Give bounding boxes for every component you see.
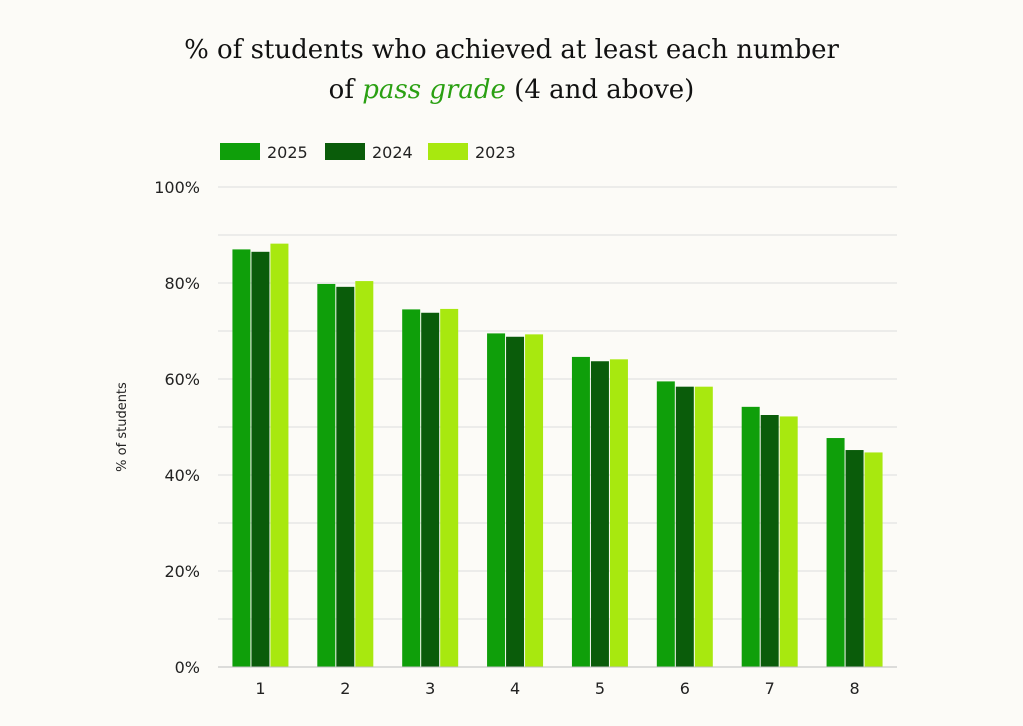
x-tick-label: 3 (425, 679, 435, 698)
bar-2025-1 (232, 249, 251, 667)
bar-2023-6 (694, 386, 713, 667)
bar-2024-7 (760, 415, 779, 667)
bar-2025-7 (741, 406, 760, 667)
x-tick-label: 5 (595, 679, 605, 698)
title-suffix: (4 and above) (505, 75, 695, 105)
x-tick-label: 1 (255, 679, 265, 698)
bar-2025-5 (571, 356, 590, 667)
y-tick-label: 0% (175, 658, 200, 677)
y-tick-label: 60% (164, 370, 200, 389)
bar-2025-4 (487, 333, 506, 667)
bar-2024-6 (675, 386, 694, 667)
legend-label-2024: 2024 (372, 143, 413, 162)
legend-label-2025: 2025 (267, 143, 308, 162)
bar-2024-1 (251, 251, 270, 668)
x-tick-label: 6 (680, 679, 690, 698)
bar-2025-3 (402, 309, 421, 667)
title-prefix: of (328, 75, 363, 105)
y-axis-title: % of students (115, 382, 130, 472)
legend-label-2023: 2023 (475, 143, 516, 162)
y-tick-label: 80% (164, 274, 200, 293)
bar-2024-5 (590, 361, 609, 667)
x-tick-label: 8 (849, 679, 859, 698)
x-tick-label: 4 (510, 679, 520, 698)
bar-2024-8 (845, 450, 864, 667)
bar-2024-4 (506, 336, 525, 667)
chart-title-line1: % of students who achieved at least each… (184, 35, 839, 65)
bar-2023-7 (779, 416, 798, 667)
legend-swatch-2024 (325, 143, 365, 160)
bar-2023-4 (525, 334, 544, 667)
bar-2023-5 (609, 359, 628, 667)
bar-2023-1 (270, 243, 289, 667)
bar-2025-8 (826, 438, 845, 667)
bar-2025-6 (656, 381, 675, 667)
chart-title-line2: of pass grade (4 and above) (0, 77, 1023, 103)
legend-swatch-2023 (428, 143, 468, 160)
x-tick-label: 2 (340, 679, 350, 698)
bar-2024-3 (421, 312, 440, 667)
y-tick-label: 40% (164, 466, 200, 485)
legend: 2025 2024 2023 (220, 143, 516, 162)
axes: 0% 20% 40% 60% 80% 100% % of students 1 2 3 4 5 6 7 8 (115, 178, 897, 698)
x-tick-label: 7 (765, 679, 775, 698)
y-tick-label: 20% (164, 562, 200, 581)
bar-2024-2 (336, 286, 355, 667)
bar-2023-3 (440, 308, 459, 667)
title-highlight: pass grade (362, 75, 506, 105)
legend-swatch-2025 (220, 143, 260, 160)
bars (232, 243, 883, 668)
bar-2023-8 (864, 452, 883, 667)
bar-2023-2 (355, 281, 374, 667)
bar-2025-2 (317, 283, 336, 667)
y-tick-label: 100% (154, 178, 200, 197)
